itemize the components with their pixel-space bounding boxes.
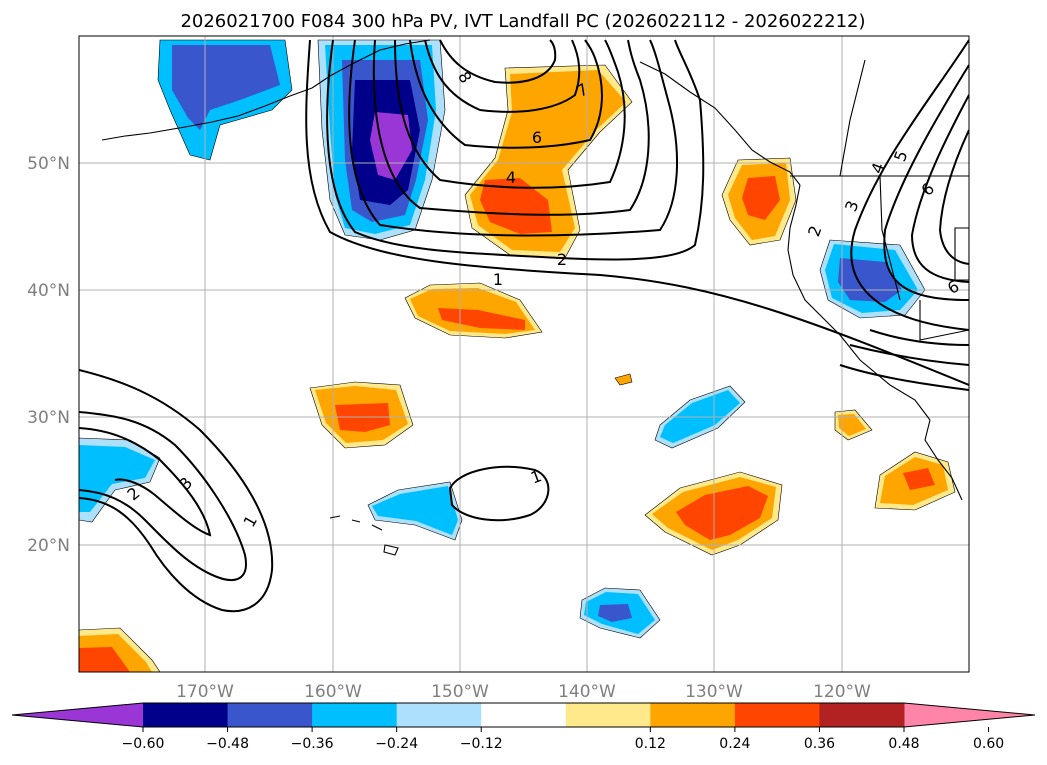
- neg-anomaly-15n-core: [598, 604, 632, 622]
- colorbar-extend-low: [12, 703, 143, 727]
- colorbar-cell: [650, 703, 736, 727]
- colorbar-cell: [396, 703, 482, 727]
- pos-anomaly-central-core: [480, 178, 552, 234]
- colorbar: −0.60 −0.48 −0.36 −0.24 −0.12 0.12 0.24 0.36 0.4…: [11, 702, 1036, 752]
- colorbar-extend-high: [904, 703, 1035, 727]
- contour-1-subtropical: [448, 465, 550, 522]
- hawaii-islands: [329, 515, 399, 556]
- alaska-panhandle: [639, 61, 801, 186]
- contour-label: 6: [532, 128, 542, 147]
- contour-5-north: [394, 39, 626, 189]
- contour-east-2: [883, 64, 969, 301]
- colorbar-tick-label: −0.12: [460, 736, 503, 752]
- colorbar-tick-label: 0.24: [719, 736, 750, 752]
- pos-anomaly-123w-mid: [838, 414, 866, 436]
- figure-title: 2026021700 F084 300 hPa PV, IVT Landfall…: [180, 11, 865, 32]
- colorbar-tick-label: 0.48: [888, 736, 919, 752]
- contour-7-north: [424, 39, 581, 113]
- lon-label: 120°W: [813, 682, 871, 702]
- contour-east-3: [910, 94, 969, 283]
- colorbar-tick-label: −0.48: [206, 736, 249, 752]
- colorbar-tick-label: 0.60: [973, 736, 1004, 752]
- baja-coast: [924, 419, 963, 501]
- lat-label: 40°N: [27, 281, 70, 301]
- pos-anomaly-southwest-core: [79, 647, 130, 672]
- contour-east-5: [839, 364, 969, 391]
- pos-anomaly-130w-core: [676, 486, 768, 540]
- contour-4-north: [372, 39, 650, 216]
- colorbar-tick-label: −0.60: [122, 736, 165, 752]
- longitude-labels: 170°W 160°W 150°W 140°W 130°W 120°W: [176, 682, 871, 702]
- coastlines: [101, 39, 969, 556]
- lon-label: 150°W: [431, 682, 489, 702]
- gridlines: [79, 36, 969, 672]
- colorbar-cell: [143, 703, 229, 727]
- lat-label: 30°N: [27, 408, 70, 428]
- contour-east-4: [938, 129, 969, 265]
- contour-8-north: [439, 39, 557, 84]
- contour-east-1: [850, 39, 969, 331]
- lon-label: 170°W: [176, 682, 234, 702]
- lon-label: 160°W: [304, 682, 362, 702]
- colorbar-cell: [481, 703, 567, 727]
- map-area: 8 7 6 4 2 1 1 1 2 3 2 3 4 5 6 6: [79, 36, 969, 672]
- contour-3-southwest: [79, 427, 212, 537]
- contour-east-7: [869, 329, 969, 346]
- latitude-labels: 50°N 40°N 30°N 20°N: [27, 154, 70, 556]
- lat-label: 50°N: [27, 154, 70, 174]
- lon-label: 130°W: [685, 682, 743, 702]
- colorbar-cell: [819, 703, 905, 727]
- pos-anomaly-baja-core: [903, 468, 935, 490]
- contour-3-north: [348, 39, 679, 237]
- contour-2-southwest: [79, 411, 247, 582]
- colorbar-cell: [312, 703, 398, 727]
- map-frame: [78, 35, 970, 673]
- pos-anomaly-spot: [614, 373, 633, 386]
- alaska-coast: [311, 39, 431, 89]
- colorbar-cell: [565, 703, 651, 727]
- colorbar-tick-label: −0.24: [375, 736, 418, 752]
- colorbar-tick-label: 0.36: [804, 736, 835, 752]
- lon-label: 140°W: [558, 682, 616, 702]
- pos-anomaly-bc-core: [742, 176, 780, 220]
- colorbar-tick-label: 0.12: [635, 736, 666, 752]
- colorbar-tick-label: −0.36: [291, 736, 334, 752]
- state-border-1: [839, 59, 866, 177]
- neg-anomaly-hawaii-mid: [372, 486, 458, 535]
- contour-2-north: [326, 39, 705, 261]
- aleutian-islands: [101, 87, 313, 141]
- state-border-4: [954, 227, 969, 281]
- contour-east-6: [849, 344, 969, 366]
- colorbar-cell: [734, 703, 820, 727]
- state-border-3: [919, 300, 969, 341]
- contour-label: 2: [557, 250, 567, 269]
- neg-anomaly-west-edge-mid: [79, 445, 155, 512]
- lat-label: 20°N: [27, 536, 70, 556]
- contour-1-north: [305, 39, 969, 386]
- contour-label: 1: [493, 270, 503, 289]
- west-coast-us: [787, 184, 931, 421]
- contour-label: 4: [506, 168, 516, 187]
- contour-1-southwest: [79, 369, 274, 613]
- neg-anomaly-bering-core: [172, 45, 280, 130]
- line-contours: [79, 39, 969, 613]
- contour-6-north: [409, 39, 603, 149]
- colorbar-cell: [227, 703, 313, 727]
- filled-contours: [79, 39, 956, 672]
